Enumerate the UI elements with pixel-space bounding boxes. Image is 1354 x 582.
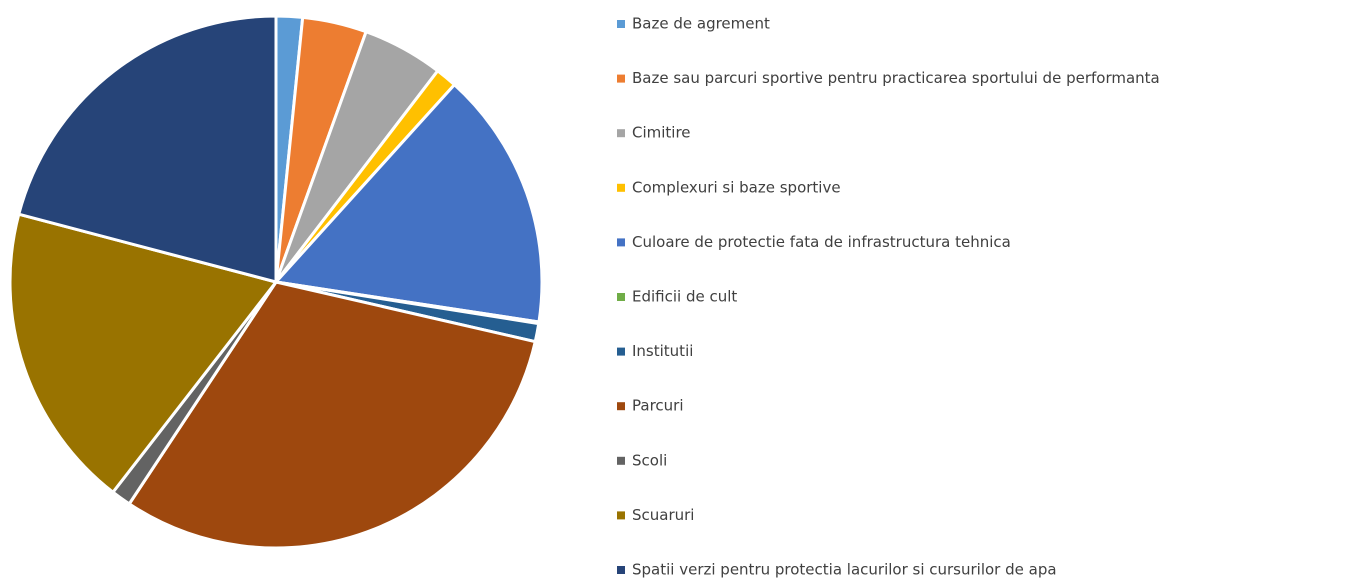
legend-label: Parcuri: [632, 397, 684, 415]
legend-label: Institutii: [632, 342, 693, 360]
pie-slice: [127, 280, 538, 550]
legend-swatch: [617, 456, 625, 465]
pie-slice: [273, 82, 544, 324]
legend-swatch: [617, 20, 625, 28]
legend-swatch: [617, 238, 625, 247]
legend-swatch: [617, 511, 625, 520]
legend-swatch: [617, 293, 625, 301]
legend-swatch: [617, 74, 625, 83]
legend-swatch: [617, 566, 625, 574]
legend-swatch: [617, 183, 625, 192]
legend-swatch: [617, 129, 625, 138]
legend-label: Scuaruri: [632, 506, 694, 524]
legend-label: Cimitire: [632, 124, 691, 142]
legend-label: Scoli: [632, 451, 667, 469]
legend-label: Complexuri si baze sportive: [632, 178, 841, 196]
legend-label: Culoare de protectie fata de infrastruct…: [632, 233, 1011, 251]
pie-slice: [8, 212, 279, 495]
pie-slice: [16, 14, 278, 284]
legend-label: Spatii verzi pentru protectia lacurilor …: [632, 561, 1057, 579]
legend-label: Edificii de cult: [632, 288, 737, 306]
legend-swatch: [617, 402, 625, 411]
legend-swatch: [617, 347, 625, 356]
legend-label: Baze de agrement: [632, 15, 770, 33]
legend-label: Baze sau parcuri sportive pentru practic…: [632, 69, 1160, 87]
